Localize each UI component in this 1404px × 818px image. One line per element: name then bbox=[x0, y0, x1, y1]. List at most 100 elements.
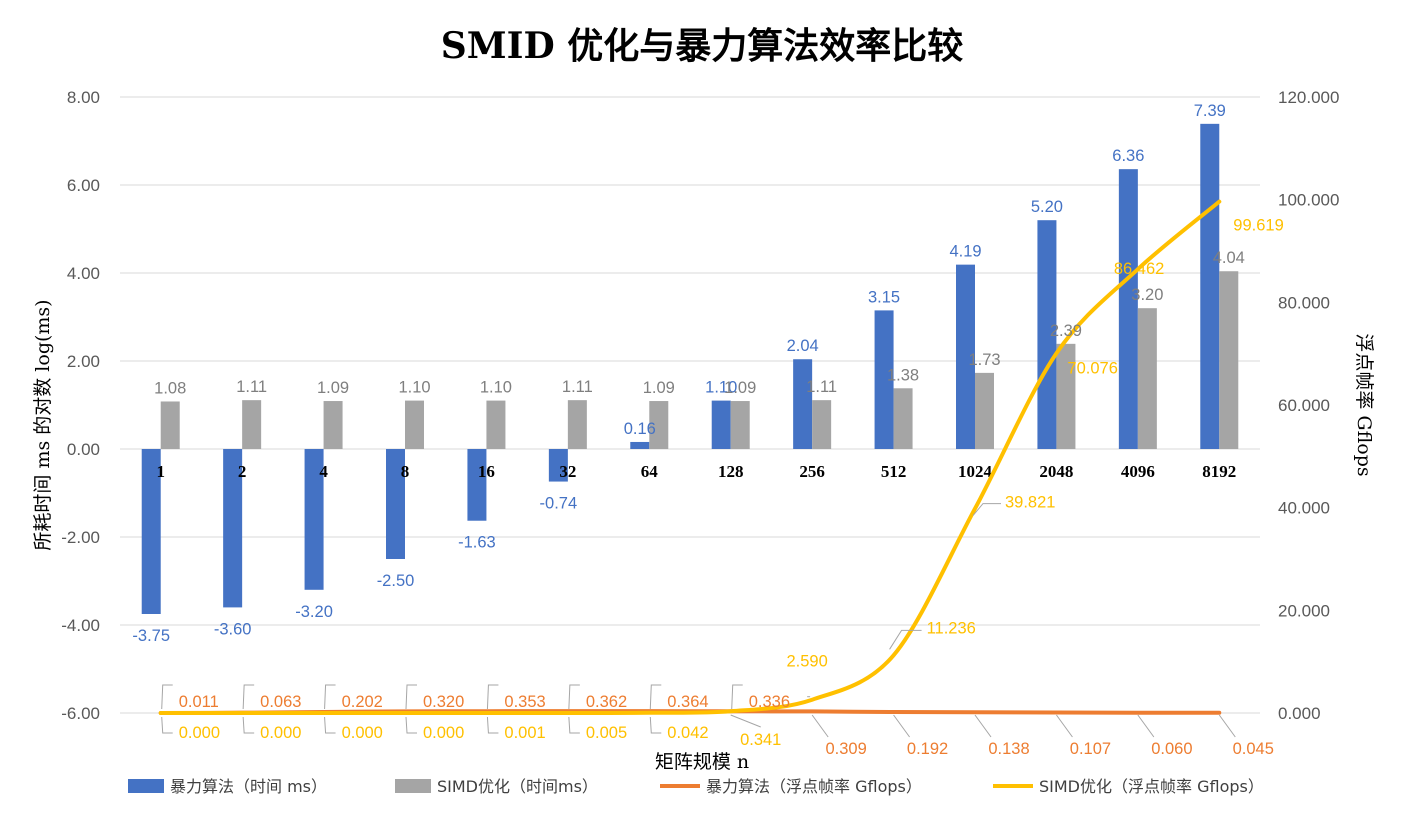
label-brute-time: 1.10 bbox=[705, 379, 737, 397]
leader-line bbox=[893, 714, 910, 738]
label-brute-gflops: 0.364 bbox=[667, 693, 708, 711]
leader-line bbox=[324, 684, 336, 710]
bar-simd-time bbox=[1219, 271, 1239, 449]
label-simd-time: 1.11 bbox=[562, 378, 593, 396]
bar-simd-time bbox=[160, 401, 180, 449]
label-simd-time: 1.10 bbox=[398, 379, 430, 397]
x-tick-label: 8 bbox=[401, 462, 410, 481]
label-simd-gflops: 0.042 bbox=[667, 724, 708, 742]
label-brute-gflops: 0.107 bbox=[1070, 740, 1111, 758]
label-simd-gflops: 0.000 bbox=[260, 724, 301, 742]
leader-line bbox=[405, 684, 417, 710]
label-brute-time: -3.20 bbox=[295, 603, 333, 621]
legend: 暴力算法（时间 ms） SIMD优化（时间ms） 暴力算法（浮点帧率 Gflops）… bbox=[128, 777, 1264, 796]
leader-line bbox=[1056, 714, 1073, 738]
bar-brute-time bbox=[1118, 169, 1138, 449]
label-simd-time: 1.11 bbox=[806, 378, 837, 396]
label-simd-gflops: 0.341 bbox=[740, 731, 781, 749]
y-tick-label: 0.00 bbox=[67, 440, 100, 459]
bar-simd-time bbox=[242, 400, 262, 449]
bar-simd-time bbox=[730, 401, 750, 449]
y-tick-label: 2.00 bbox=[67, 352, 100, 371]
label-brute-time: -2.50 bbox=[377, 572, 415, 590]
legend-label: SIMD优化（浮点帧率 Gflops） bbox=[1039, 777, 1264, 796]
label-brute-gflops: 0.362 bbox=[586, 693, 627, 711]
leader-line bbox=[161, 716, 173, 734]
label-simd-time: 1.38 bbox=[887, 366, 919, 384]
x-axis-title: 矩阵规模 n bbox=[655, 751, 749, 773]
label-brute-time: -1.63 bbox=[458, 534, 496, 552]
y-tick-label: -2.00 bbox=[61, 528, 100, 547]
leader-line bbox=[811, 714, 829, 738]
leader-line bbox=[731, 684, 743, 710]
x-tick-label: 4 bbox=[319, 462, 328, 481]
bar-simd-time bbox=[975, 372, 994, 449]
leader-line bbox=[242, 684, 255, 710]
y2-tick-label: 120.000 bbox=[1278, 88, 1339, 107]
y2-tick-label: 0.000 bbox=[1278, 704, 1321, 723]
y2-axis-title: 浮点帧率 Gflops bbox=[1353, 333, 1375, 476]
label-simd-gflops: 0.000 bbox=[179, 724, 220, 742]
label-brute-gflops: 0.320 bbox=[423, 693, 464, 711]
bar-brute-time bbox=[711, 400, 731, 449]
bar-brute-time bbox=[304, 449, 324, 590]
bar-brute-time bbox=[548, 449, 568, 482]
label-simd-time: 1.09 bbox=[317, 379, 349, 397]
label-brute-gflops: 0.138 bbox=[988, 740, 1029, 758]
bar-brute-time bbox=[1200, 123, 1220, 449]
bar-simd-time bbox=[567, 400, 587, 449]
label-brute-gflops: 0.011 bbox=[179, 693, 219, 711]
label-simd-gflops: 70.076 bbox=[1067, 359, 1117, 377]
bar-simd-time bbox=[405, 400, 424, 449]
label-brute-gflops: 0.353 bbox=[504, 693, 545, 711]
y-axis-title: 所耗时间 ms 的对数 log(ms) bbox=[32, 299, 54, 550]
label-simd-time: 1.73 bbox=[968, 351, 1000, 369]
bar-brute-time bbox=[956, 264, 975, 449]
label-simd-time: 1.09 bbox=[724, 379, 756, 397]
legend-swatch-simd-time bbox=[395, 779, 431, 793]
bar-brute-time bbox=[630, 441, 650, 449]
label-simd-gflops: 0.000 bbox=[423, 724, 464, 742]
label-brute-time: 2.04 bbox=[787, 337, 819, 355]
leader-line bbox=[161, 684, 173, 710]
bar-brute-time bbox=[386, 449, 405, 559]
leader-line bbox=[486, 716, 499, 734]
x-tick-label: 2 bbox=[238, 462, 247, 481]
y2-tick-label: 100.000 bbox=[1278, 191, 1339, 210]
legend-label: SIMD优化（时间ms） bbox=[437, 777, 598, 796]
label-simd-time: 2.39 bbox=[1050, 322, 1082, 340]
leader-line bbox=[649, 684, 662, 710]
leader-line bbox=[324, 716, 336, 734]
bar-simd-time bbox=[649, 401, 669, 449]
bar-brute-time bbox=[793, 359, 813, 449]
label-brute-gflops: 0.063 bbox=[260, 693, 301, 711]
y-tick-label: 4.00 bbox=[67, 264, 100, 283]
label-brute-gflops: 0.060 bbox=[1151, 740, 1192, 758]
legend-label: 暴力算法（浮点帧率 Gflops） bbox=[706, 777, 922, 796]
label-simd-time: 1.09 bbox=[643, 379, 675, 397]
leader-line bbox=[568, 716, 580, 734]
leader-line bbox=[1218, 714, 1236, 738]
label-brute-gflops: 0.045 bbox=[1233, 740, 1274, 758]
y-tick-label: -6.00 bbox=[61, 704, 100, 723]
bar-brute-time bbox=[467, 449, 487, 521]
chart-title: SMID 优化与暴力算法效率比较 bbox=[441, 25, 963, 67]
label-simd-time: 1.11 bbox=[236, 378, 267, 396]
bars bbox=[141, 123, 1239, 614]
bar-simd-time bbox=[1137, 308, 1157, 449]
label-simd-gflops: 86.462 bbox=[1114, 260, 1164, 278]
label-brute-time: 7.39 bbox=[1194, 102, 1226, 120]
label-brute-time: 0.16 bbox=[624, 420, 656, 438]
y2-tick-label: 20.000 bbox=[1278, 601, 1330, 620]
bar-simd-time bbox=[323, 401, 343, 449]
bar-simd-time bbox=[812, 400, 832, 449]
label-simd-time: 3.20 bbox=[1131, 286, 1163, 304]
data-labels: -3.75 -3.60 -3.20 -2.50 -1.63 -0.74 0.16 1.10 2.… bbox=[132, 102, 1283, 758]
y-tick-label: -4.00 bbox=[61, 616, 100, 635]
bar-brute-time bbox=[1037, 220, 1057, 449]
legend-swatch-brute-time bbox=[128, 779, 164, 793]
leader-line bbox=[1137, 714, 1155, 738]
leader-line bbox=[405, 716, 417, 734]
x-tick-label: 16 bbox=[478, 462, 495, 481]
leader-line bbox=[242, 716, 255, 734]
